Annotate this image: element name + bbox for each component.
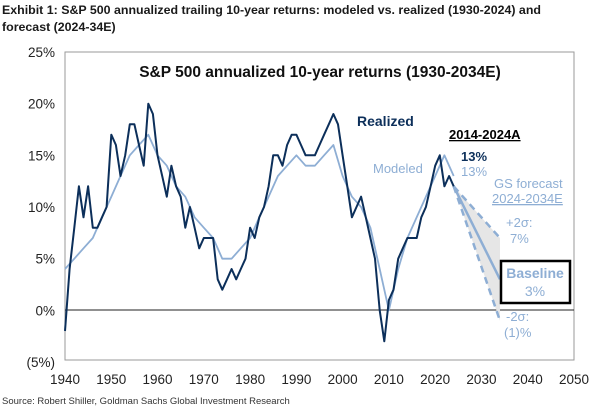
x-tick-label: 2020 [420, 372, 450, 387]
source-note: Source: Robert Shiller, Goldman Sachs Gl… [2, 396, 290, 407]
chart-title: S&P 500 annualized 10-year returns (1930… [139, 64, 501, 81]
y-tick-label: 25% [28, 45, 55, 60]
x-tick-label: 1950 [96, 372, 126, 387]
y-tick-label: 10% [28, 200, 55, 215]
x-tick-label: 1940 [50, 372, 80, 387]
baseline-forecast-line [452, 185, 502, 280]
y-tick-label: (5%) [26, 355, 55, 370]
x-tick-label: 2040 [513, 372, 543, 387]
lower-band-value: (1)% [504, 325, 532, 340]
modeled-end-value: 13% [461, 164, 487, 179]
plot-frame [64, 51, 575, 361]
y-tick-label: 0% [35, 303, 55, 318]
x-tick-label: 2010 [374, 372, 404, 387]
forecast-cone [452, 185, 502, 322]
x-tick-label: 2000 [328, 372, 358, 387]
lower-band-label: -2σ: [506, 309, 529, 324]
x-ticks: 1940 1950 1960 1970 1980 1990 2000 2010 2020 2030… [50, 372, 589, 387]
baseline-box [499, 259, 572, 305]
x-tick-label: 1970 [189, 372, 219, 387]
realized-label: Realized [357, 113, 414, 129]
upper-band-value: 7% [510, 231, 529, 246]
exhibit-title: Exhibit 1: S&P 500 annualized trailing 1… [2, 3, 541, 34]
baseline-label: Baseline [506, 265, 564, 281]
x-tick-label: 1980 [235, 372, 265, 387]
series-lines [64, 102, 455, 343]
y-tick-label: 5% [35, 252, 55, 267]
series-realized [64, 102, 455, 343]
modeled-label: Modeled [373, 161, 423, 176]
y-tick-label: 15% [28, 148, 55, 163]
x-tick-label: 2050 [559, 372, 589, 387]
realized-end-value: 13% [461, 149, 487, 164]
y-tick-label: 20% [28, 97, 55, 112]
annotations: Realized Modeled 2014-2024A 13%13% GS foreca… [357, 113, 572, 340]
x-tick-label: 1990 [281, 372, 311, 387]
forecast-cone-area [453, 186, 500, 321]
upper-band-label: +2σ: [506, 215, 532, 230]
x-tick-label: 2030 [466, 372, 496, 387]
baseline-value: 3% [525, 283, 545, 299]
x-tick-label: 1960 [143, 372, 173, 387]
gs-forecast-label: GS forecast [494, 176, 563, 191]
y-ticks: (5%) 0% 5% 10% 15% 20% 25% [26, 45, 55, 370]
gs-forecast-period: 2024-2034E [492, 191, 563, 206]
period-label: 2014-2024A [449, 127, 521, 142]
